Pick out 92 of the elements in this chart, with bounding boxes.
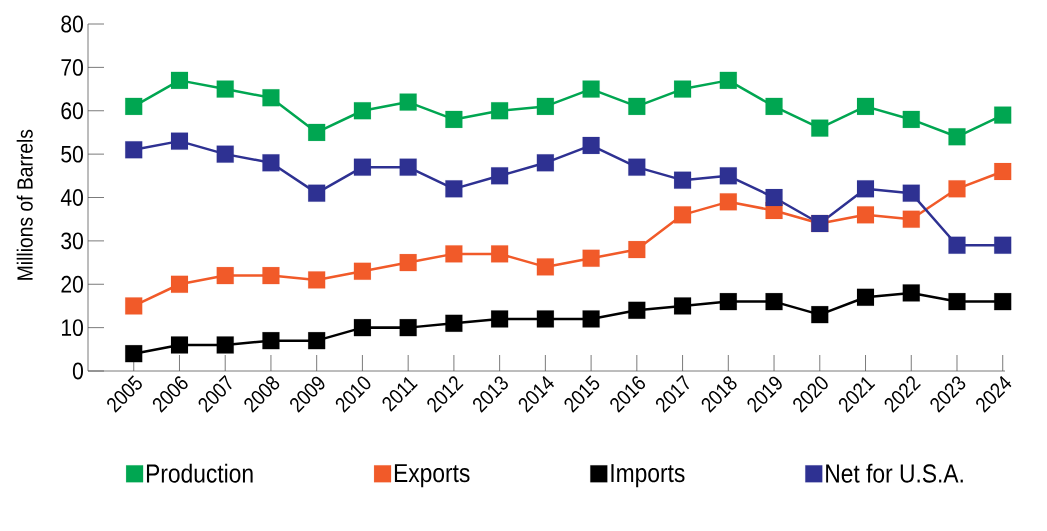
point — [125, 97, 143, 115]
point — [719, 293, 737, 311]
point — [948, 236, 966, 254]
point — [170, 336, 189, 354]
point — [674, 206, 692, 224]
point — [994, 106, 1012, 124]
point — [125, 345, 143, 363]
y-tick-label: 40 — [60, 189, 83, 206]
point — [445, 180, 463, 198]
point — [536, 97, 554, 115]
point — [765, 293, 783, 311]
point — [262, 332, 280, 350]
point — [902, 110, 920, 128]
point — [536, 258, 554, 276]
point — [353, 319, 371, 337]
point — [856, 206, 875, 224]
point — [445, 314, 463, 332]
point — [811, 306, 829, 324]
point — [399, 158, 417, 176]
point — [856, 180, 875, 198]
point — [491, 310, 509, 328]
x-tick-label: 2011 — [382, 377, 418, 412]
point — [902, 184, 920, 202]
y-axis-title: Millions of Barrels — [16, 129, 33, 280]
legend-label: Production — [146, 463, 253, 483]
point — [216, 336, 234, 354]
point — [628, 158, 646, 176]
point — [902, 210, 920, 228]
point — [399, 319, 417, 337]
point — [582, 310, 600, 328]
point — [948, 180, 966, 198]
point — [445, 110, 463, 128]
point — [948, 128, 966, 146]
point — [170, 132, 189, 150]
y-tick-label: 60 — [61, 102, 83, 120]
point — [536, 154, 554, 172]
point — [582, 80, 600, 98]
point — [628, 97, 646, 115]
legend-label: Net for U.S.A. — [826, 463, 963, 483]
point — [170, 275, 189, 293]
point — [308, 332, 326, 350]
point — [536, 310, 554, 328]
y-tick-label: 80 — [61, 15, 83, 33]
y-tick-label: 30 — [61, 232, 83, 250]
y-tick-label: 70 — [61, 58, 83, 76]
point — [216, 80, 234, 98]
point — [994, 236, 1012, 254]
point — [674, 171, 692, 189]
point — [628, 301, 646, 319]
point — [628, 240, 646, 259]
point — [262, 267, 280, 285]
point — [582, 136, 600, 155]
point — [170, 71, 189, 89]
point — [262, 89, 280, 107]
point — [582, 249, 600, 267]
point — [399, 93, 417, 111]
point — [856, 97, 875, 115]
legend-label: Imports — [611, 464, 685, 488]
point — [125, 297, 143, 315]
point — [765, 188, 783, 207]
point — [399, 254, 417, 272]
point — [216, 267, 234, 285]
point — [491, 167, 509, 185]
y-tick-label: 0 — [72, 362, 83, 380]
y-tick-label: 10 — [62, 319, 83, 337]
point — [216, 145, 234, 163]
point — [674, 80, 692, 98]
point — [719, 193, 737, 211]
point — [811, 119, 829, 137]
point — [353, 102, 371, 120]
point — [262, 154, 280, 172]
point — [948, 293, 966, 311]
point — [308, 184, 326, 202]
point — [674, 297, 692, 315]
point — [994, 293, 1012, 311]
point — [491, 102, 509, 120]
point — [719, 71, 737, 89]
point — [353, 262, 371, 280]
point — [353, 158, 371, 176]
y-tick-label: 20 — [61, 275, 83, 293]
point — [765, 97, 783, 115]
point — [856, 288, 875, 306]
point — [308, 123, 326, 141]
point — [308, 271, 326, 289]
point — [491, 245, 509, 263]
legend-label: Exports — [394, 464, 470, 488]
point — [994, 162, 1012, 181]
point — [719, 167, 737, 185]
y-tick-label: 50 — [61, 145, 83, 163]
point — [125, 141, 143, 159]
point — [902, 284, 920, 302]
point — [445, 245, 463, 263]
